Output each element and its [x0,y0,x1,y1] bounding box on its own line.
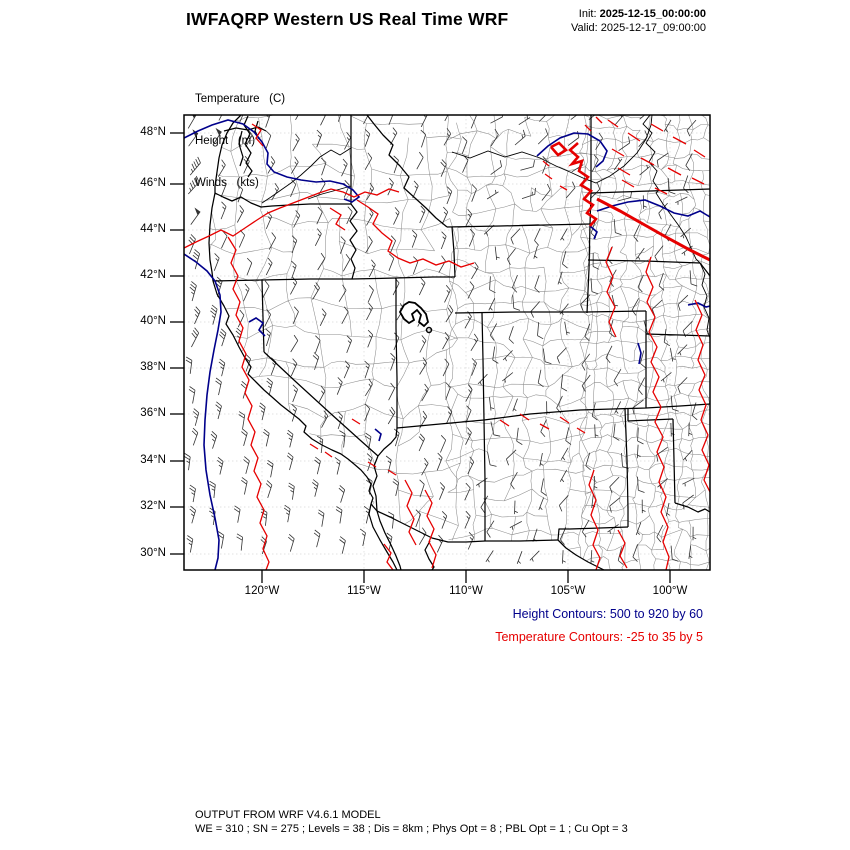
map-frame [183,114,711,571]
height-contour-note: Height Contours: 500 to 920 by 60 [512,607,703,621]
lon-tick-label: 110°W [449,585,483,597]
init-value: 2025-12-15_00:00:00 [599,8,706,20]
lon-tick-label: 105°W [550,585,586,597]
axis-ticks [170,132,671,583]
lat-tick-label: 36°N [140,407,166,419]
lat-tick-label: 46°N [140,177,166,189]
lat-tick-label: 40°N [140,315,166,327]
lat-tick-label: 48°N [140,126,166,138]
page-title: IWFAQRP Western US Real Time WRF [186,9,509,29]
init-label: Init: [578,8,597,20]
temp-contour-note: Temperature Contours: -25 to 35 by 5 [495,630,703,644]
height-contours [184,119,710,570]
lat-tick-label: 38°N [140,361,166,373]
model-config-line: WE = 310 ; SN = 275 ; Levels = 38 ; Dis … [195,823,628,835]
valid-label: Valid: [571,22,598,34]
legend-temperature: Temperature (C) [195,93,286,105]
valid-time-line: Valid: 2025-12-17_09:00:00 [571,21,706,35]
lon-tick-label: 115°W [347,585,381,597]
legend-winds: Winds (kts) [195,177,259,189]
state-borders [208,115,710,570]
valid-value: 2025-12-17_09:00:00 [600,22,706,34]
rivers [261,115,710,339]
model-output-line: OUTPUT FROM WRF V4.6.1 MODEL [195,809,381,821]
lat-tick-label: 42°N [140,269,166,281]
init-time-line: Init: 2025-12-15_00:00:00 [571,7,706,21]
lat-tick-label: 44°N [140,223,166,235]
utah-lake [425,326,433,334]
lon-tick-label: 100°W [652,585,688,597]
lon-tick-label: 120°W [244,585,280,597]
lat-tick-label: 34°N [140,454,166,466]
temperature-contours [184,116,710,570]
map-layers [184,115,710,570]
great-salt-lake [398,301,429,328]
lat-tick-label: 32°N [140,500,166,512]
run-times: Init: 2025-12-15_00:00:00 Valid: 2025-12… [571,7,706,35]
county-boundaries [209,115,710,570]
lat-tick-label: 30°N [140,547,166,559]
